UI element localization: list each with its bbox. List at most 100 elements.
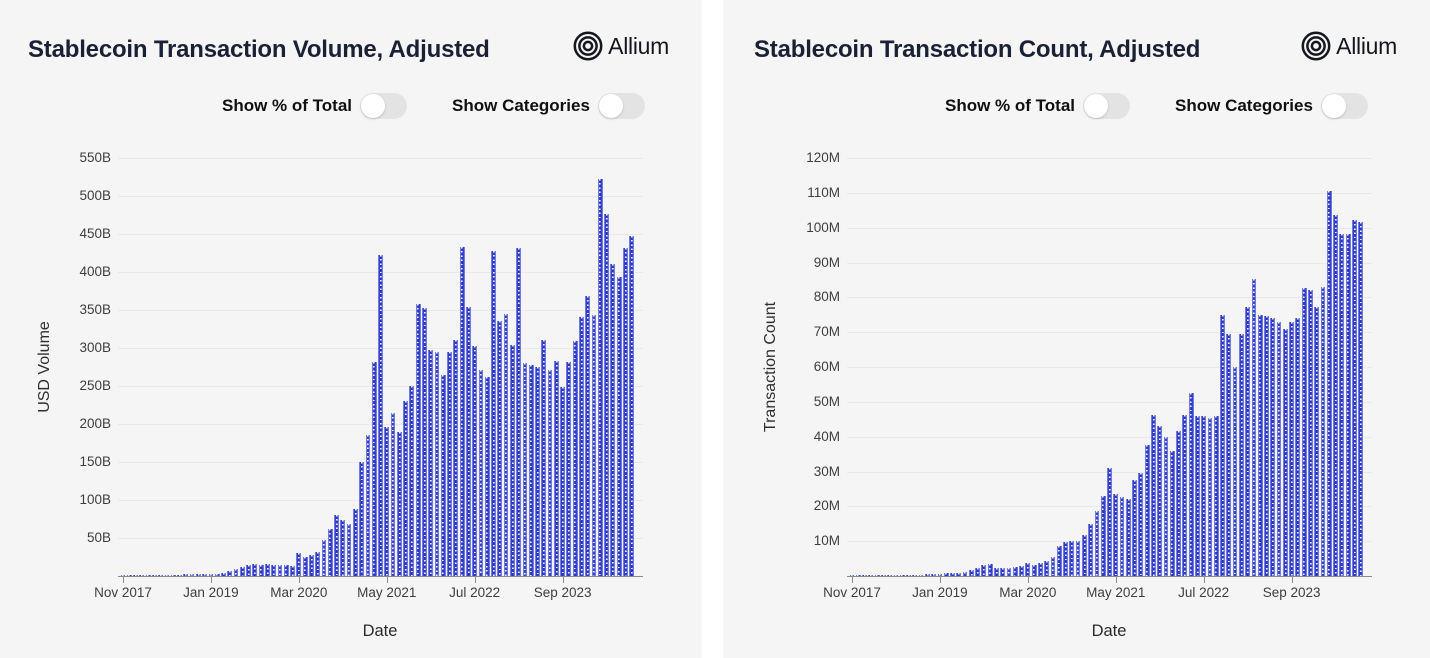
bar (1314, 306, 1320, 576)
bar (623, 247, 628, 576)
bar (227, 571, 233, 576)
bar (1144, 445, 1150, 576)
bar (252, 563, 258, 576)
x-tick-label: Nov 2017 (823, 585, 881, 600)
y-tick-label: 120M (806, 150, 840, 165)
bar (849, 575, 855, 576)
y-tick-label: 50B (86, 530, 111, 545)
toggle-knob (1321, 94, 1346, 118)
bar (334, 515, 339, 576)
bar (1333, 215, 1338, 576)
bar (265, 563, 270, 576)
y-tick-label: 550B (79, 150, 111, 165)
y-tick-label: 80M (813, 289, 840, 305)
bar (1006, 567, 1012, 576)
bar (906, 574, 911, 576)
bar (893, 575, 899, 576)
panel-volume: Stablecoin Transaction Volume, Adjusted … (0, 0, 702, 658)
bar (1207, 418, 1213, 576)
bar (327, 528, 333, 576)
bar (1125, 498, 1131, 576)
bar (899, 575, 905, 576)
show-categories-label: Show Categories (452, 96, 590, 115)
bar (1339, 233, 1345, 576)
bar (1257, 315, 1263, 576)
bar (924, 574, 930, 576)
y-tick-label: 300B (79, 340, 111, 355)
bar (283, 565, 289, 576)
bar (371, 361, 377, 576)
bar (396, 431, 402, 576)
bar (516, 247, 522, 576)
page-title: Stablecoin Transaction Volume, Adjusted (28, 36, 490, 63)
bar (1100, 496, 1106, 576)
gridline (847, 436, 1372, 438)
x-tick-mark (474, 577, 476, 583)
y-tick-label: 10M (813, 533, 840, 549)
bar (943, 573, 949, 576)
gridline (847, 541, 1372, 543)
x-tick-label: Jan 2019 (183, 585, 239, 600)
bar (390, 413, 396, 576)
show-pct-toggle[interactable] (1083, 93, 1131, 119)
bar (233, 569, 239, 576)
bar (629, 235, 635, 576)
bar (1012, 566, 1018, 576)
bar (994, 567, 999, 576)
show-pct-toggle[interactable] (360, 93, 408, 119)
y-tick-label: 20M (813, 498, 840, 514)
bar (1038, 562, 1043, 576)
y-tick-label: 30M (813, 463, 840, 479)
bar (1358, 222, 1364, 576)
bar (1345, 233, 1351, 576)
bar (887, 575, 893, 576)
bar (862, 575, 867, 576)
gridline (847, 471, 1372, 473)
gridline (847, 332, 1372, 334)
bar (1201, 416, 1207, 576)
bar (164, 574, 170, 576)
bar (1075, 541, 1081, 576)
bar (290, 566, 295, 576)
bar (1056, 546, 1062, 576)
x-tick-label: Nov 2017 (94, 585, 152, 600)
bar (1063, 541, 1068, 576)
bar (1182, 415, 1188, 576)
bar (258, 564, 264, 576)
bar (315, 551, 321, 576)
show-categories-toggle[interactable] (597, 93, 645, 119)
x-tick-mark (210, 577, 212, 583)
bar (591, 315, 597, 576)
gridline (118, 234, 643, 235)
gridline (118, 310, 643, 311)
bar (585, 296, 591, 576)
bar (440, 374, 446, 576)
bar (1295, 318, 1301, 576)
bar (1069, 541, 1075, 576)
bar (302, 557, 308, 576)
bar (1151, 415, 1156, 576)
bar (541, 340, 547, 576)
bar (1188, 392, 1194, 576)
show-categories-toggle[interactable] (1320, 93, 1368, 119)
chart-controls: Show % of Total Show Categories (945, 92, 1368, 120)
y-tick-label: 50M (813, 393, 840, 409)
y-tick-label: 70M (813, 324, 840, 340)
bar (1157, 425, 1163, 576)
bar (158, 575, 164, 576)
bar (868, 575, 874, 576)
x-tick-mark (939, 577, 941, 583)
bar (881, 575, 886, 576)
bar (1326, 190, 1332, 576)
bar (1088, 524, 1094, 576)
toggle-knob (1084, 94, 1109, 118)
bar (1050, 556, 1056, 576)
bar (1025, 563, 1031, 576)
allium-logo-icon (571, 29, 605, 63)
bar (597, 179, 603, 576)
x-tick-label: Jul 2022 (449, 585, 501, 600)
gridline (847, 158, 1372, 159)
x-tick-mark (123, 577, 124, 583)
allium-logo: Allium (1299, 29, 1397, 63)
y-tick-label: 250B (79, 378, 111, 393)
